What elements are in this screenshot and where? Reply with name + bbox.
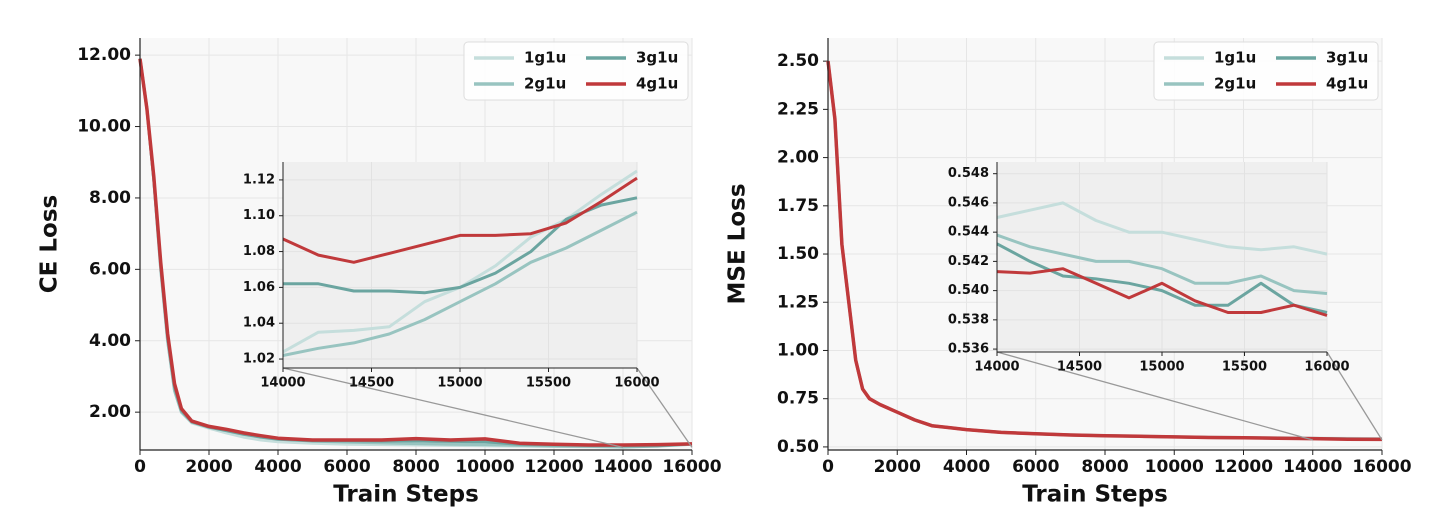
inset-x-tick-label: 14000 <box>260 376 305 391</box>
x-tick-label: 2000 <box>874 457 921 477</box>
inset-line <box>996 267 1328 317</box>
legend-box <box>1153 41 1379 101</box>
x-tick-label: 0 <box>134 457 146 477</box>
inset-y-tick-label: 1.10 <box>243 208 275 223</box>
inset-line <box>996 201 1328 256</box>
connector <box>1326 351 1383 441</box>
y-tick-label: 2.25 <box>777 99 819 119</box>
inset-line <box>282 176 638 264</box>
x-tick-label: 10000 <box>1145 457 1204 477</box>
connector <box>996 351 1313 441</box>
inset-y-tick-label: 0.540 <box>948 283 989 298</box>
x-tick-label: 14000 <box>1283 457 1342 477</box>
x-tick-label: 8000 <box>1081 457 1128 477</box>
y-tick-label: 2.00 <box>89 402 131 422</box>
y-tick-label: 12.00 <box>77 45 131 65</box>
y-tick-label: 10.00 <box>77 117 131 137</box>
x-axis-label: Train Steps <box>1022 482 1168 508</box>
y-tick-label: 6.00 <box>89 259 131 279</box>
inset-x-tick-label: 14500 <box>1057 360 1102 375</box>
series-line <box>826 60 1383 442</box>
x-axis-label: Train Steps <box>333 482 479 508</box>
panel: 0.50 0.75 1.00 1.25 1.50 1.75 2.00 2.25 2.50 0 200… <box>725 38 1412 508</box>
y-tick-label: 0.75 <box>777 389 819 409</box>
legend-label: 1g1u <box>1214 49 1256 67</box>
x-tick-label: 12000 <box>1214 457 1273 477</box>
inset-y-tick-label: 0.548 <box>948 166 989 181</box>
inset-y-tick-label: 1.06 <box>243 280 275 295</box>
y-tick-label: 4.00 <box>89 331 131 351</box>
inset-y-tick-label: 1.08 <box>243 244 275 259</box>
inset-x-tick-label: 15000 <box>1139 360 1184 375</box>
inset-line <box>996 233 1328 295</box>
legend-label: 2g1u <box>1214 75 1256 93</box>
x-tick-label: 0 <box>822 457 834 477</box>
connector <box>282 367 624 448</box>
x-tick-label: 4000 <box>943 457 990 477</box>
inset-x-tick-label: 14500 <box>349 376 394 391</box>
inset-x-tick-label: 16000 <box>1304 360 1349 375</box>
inset-y-tick-label: 1.04 <box>243 316 275 331</box>
legend-label: 3g1u <box>636 49 678 67</box>
x-tick-label: 10000 <box>455 457 514 477</box>
inset-y-tick-label: 0.544 <box>948 225 989 240</box>
x-tick-label: 12000 <box>524 457 583 477</box>
y-tick-label: 1.75 <box>777 196 819 216</box>
y-tick-label: 2.00 <box>777 148 819 168</box>
y-tick-label: 1.00 <box>777 340 819 360</box>
legend-label: 2g1u <box>524 75 566 93</box>
inset-x-tick-label: 15000 <box>437 376 482 391</box>
x-tick-label: 8000 <box>392 457 439 477</box>
x-tick-label: 6000 <box>323 457 370 477</box>
x-tick-label: 14000 <box>593 457 652 477</box>
inset-y-tick-label: 1.02 <box>243 352 275 367</box>
y-tick-label: 0.50 <box>777 437 819 457</box>
y-tick-label: 1.50 <box>777 244 819 264</box>
inset-x-tick-label: 15500 <box>1222 360 1267 375</box>
legend-label: 1g1u <box>524 49 566 67</box>
x-tick-label: 16000 <box>662 457 721 477</box>
x-tick-label: 6000 <box>1012 457 1059 477</box>
x-tick-label: 16000 <box>1352 457 1411 477</box>
x-tick-label: 2000 <box>185 457 232 477</box>
x-tick-label: 4000 <box>254 457 301 477</box>
inset-y-tick-label: 0.538 <box>948 312 989 327</box>
legend-label: 4g1u <box>636 75 678 93</box>
panel: 2.00 4.00 6.00 8.00 10.00 12.00 0 2000 4000 6000 8… <box>37 38 722 508</box>
inset-x-tick-label: 16000 <box>614 376 659 391</box>
y-tick-label: 8.00 <box>89 188 131 208</box>
connector <box>636 367 693 448</box>
inset-x-tick-label: 15500 <box>526 376 571 391</box>
inset-x-tick-label: 14000 <box>974 360 1019 375</box>
y-tick-label: 2.50 <box>777 51 819 71</box>
inset-y-tick-label: 0.536 <box>948 342 989 357</box>
y-axis-label: MSE Loss <box>725 183 751 304</box>
inset-y-tick-label: 0.546 <box>948 195 989 210</box>
inset-y-tick-label: 0.542 <box>948 254 989 269</box>
series-line <box>138 58 693 447</box>
inset-line <box>282 210 638 357</box>
y-tick-label: 1.25 <box>777 292 819 312</box>
y-axis-label: CE Loss <box>37 195 63 293</box>
legend-label: 3g1u <box>1326 49 1368 67</box>
legend-box <box>463 41 689 101</box>
inset-y-tick-label: 1.12 <box>243 172 275 187</box>
legend-label: 4g1u <box>1326 75 1368 93</box>
